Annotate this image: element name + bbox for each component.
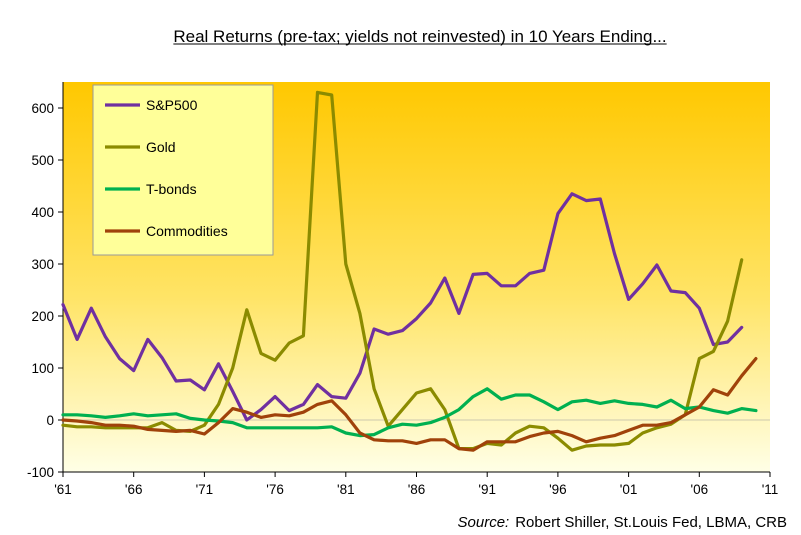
x-tick-label: '76 (266, 482, 284, 497)
y-axis-ticks: -100 0 100 200 300 400 500 600 (27, 101, 63, 480)
x-tick-label: '96 (549, 482, 567, 497)
y-tick-label: 600 (31, 101, 54, 116)
x-tick-label: '01 (620, 482, 638, 497)
legend-label-s-p500: S&P500 (146, 97, 198, 113)
legend: S&P500 Gold T-bonds Commodities (92, 84, 274, 256)
series-line-s-p500 (61, 192, 744, 422)
series-lines (61, 90, 758, 452)
x-tick-label: '06 (691, 482, 709, 497)
legend-label-t-bonds: T-bonds (146, 181, 197, 197)
source-note: Source: Robert Shiller, St.Louis Fed, LBM… (458, 514, 787, 531)
series-line-commodities (61, 357, 758, 452)
y-tick-label: 100 (31, 361, 54, 376)
x-tick-label: '91 (478, 482, 496, 497)
x-tick-label: '86 (408, 482, 426, 497)
source-text: Robert Shiller, St.Louis Fed, LBMA, CRB (515, 514, 787, 531)
legend-box (92, 84, 274, 256)
y-tick-label: 300 (31, 257, 54, 272)
y-tick-label: -100 (27, 465, 54, 480)
legend-label-commodities: Commodities (146, 223, 228, 239)
source-label: Source: (458, 514, 510, 531)
x-tick-label: '81 (337, 482, 355, 497)
x-axis-ticks: '61 '66 '71 '76 '81 '86 '91 '96 '01 '06 '11 (54, 472, 778, 497)
y-tick-label: 200 (31, 309, 54, 324)
y-tick-label: 0 (46, 413, 54, 428)
y-tick-label: 500 (31, 153, 54, 168)
x-tick-label: '71 (196, 482, 214, 497)
x-tick-label: '11 (762, 482, 779, 497)
y-tick-label: 400 (31, 205, 54, 220)
x-tick-label: '61 (54, 482, 72, 497)
chart-title: Real Returns (pre-tax; yields not reinve… (173, 27, 666, 46)
series-line-t-bonds (61, 387, 758, 438)
legend-label-gold: Gold (146, 139, 176, 155)
x-tick-label: '66 (125, 482, 143, 497)
